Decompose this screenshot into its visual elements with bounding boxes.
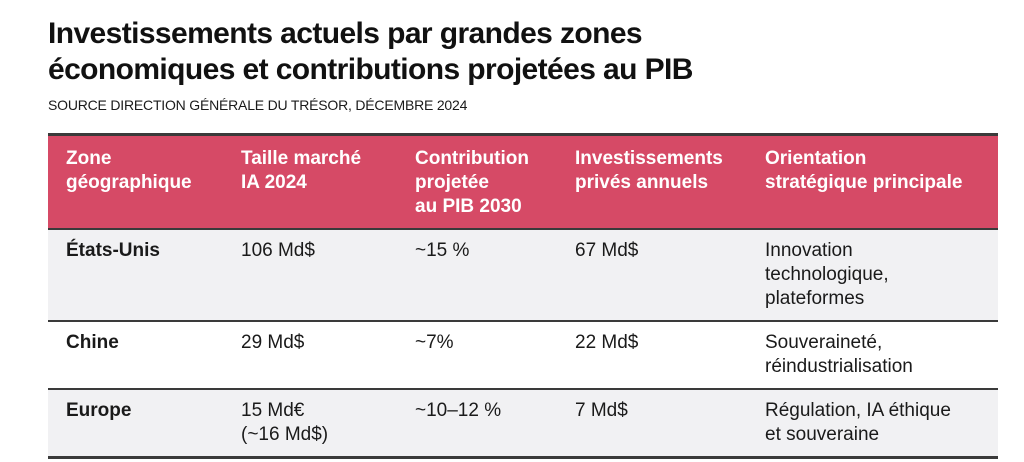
cell-market-size: 29 Md$ [241,332,305,353]
table-row-chine: Chine 29 Md$ ~7% 22 Md$ Souveraineté, ré… [48,321,998,389]
cell-pib-contribution: ~10–12 % [415,400,502,421]
cell-market-size: 15 Md€ (~16 Md$) [241,400,329,445]
header-cell-market-size: Taille marché IA 2024 [223,134,397,229]
cell-zone: Chine [66,332,119,353]
header-cell-strategic-orientation: Orientation stratégique principale [747,134,998,229]
table-row-etats-unis: États-Unis 106 Md$ ~15 % 67 Md$ Innovati… [48,229,998,321]
table-header-row: Zone géographique Taille marché IA 2024 … [48,134,998,229]
cell-zone: Europe [66,400,132,421]
cell-private-investments: 7 Md$ [575,400,628,421]
cell-strategic-orientation: Régulation, IA éthique et souveraine [765,400,951,445]
data-table: Zone géographique Taille marché IA 2024 … [48,133,998,459]
header-cell-pib-contribution: Contribution projetée au PIB 2030 [397,134,557,229]
table-row-europe: Europe 15 Md€ (~16 Md$) ~10–12 % 7 Md$ R… [48,389,998,458]
cell-pib-contribution: ~15 % [415,240,470,261]
cell-market-size: 106 Md$ [241,240,315,261]
cell-private-investments: 22 Md$ [575,332,639,353]
header-cell-zone: Zone géographique [48,134,223,229]
cell-private-investments: 67 Md$ [575,240,639,261]
header-cell-private-investments: Investissements privés annuels [557,134,747,229]
cell-strategic-orientation: Souveraineté, réindustrialisation [765,332,913,377]
cell-pib-contribution: ~7% [415,332,454,353]
source-line: SOURCE DIRECTION GÉNÉRALE DU TRÉSOR, DÉC… [48,97,468,113]
page-title: Investissements actuels par grandes zone… [48,17,693,86]
cell-strategic-orientation: Innovation technologique, plateformes [765,240,889,309]
cell-zone: États-Unis [66,240,160,261]
